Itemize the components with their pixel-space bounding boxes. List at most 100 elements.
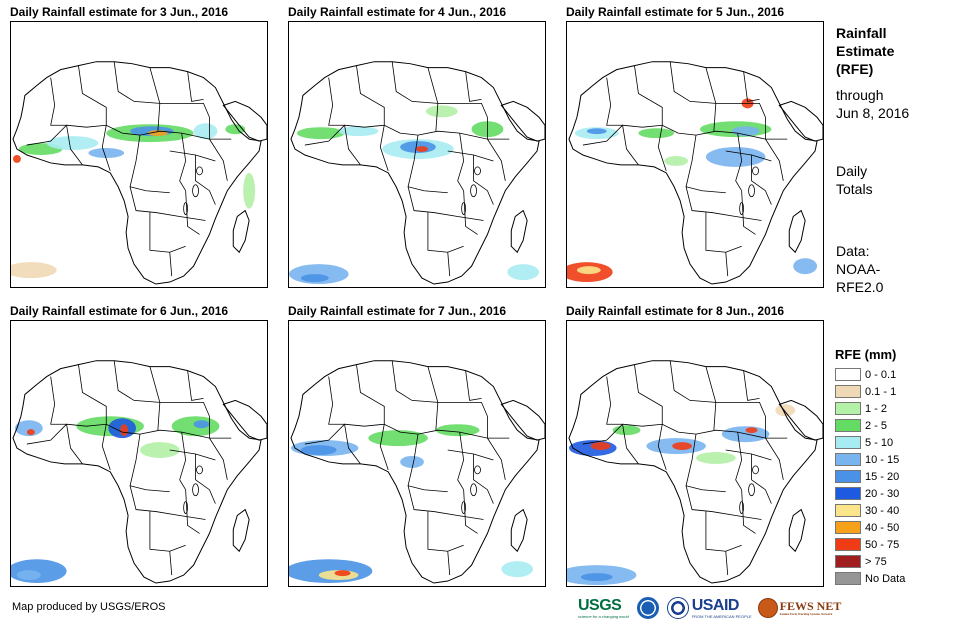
rfe-legend: RFE (mm) 0 - 0.1 0.1 - 1 1 - 2 2 - 5 5 - 10 1… [835,346,960,587]
map-panel-jun-5: Daily Rainfall estimate for 5 Jun., 2016 [566,4,824,288]
country-border [725,449,772,461]
rainfall-map [10,21,268,288]
country-border [465,370,482,401]
legend-swatch [835,487,861,500]
country-border [78,364,107,425]
africa-map [567,360,823,586]
country-border [765,138,784,181]
country-border [582,124,788,146]
country-border [113,61,160,104]
africa-map [567,61,823,285]
country-border [149,212,186,253]
legend-item: 40 - 50 [835,519,960,536]
country-border [685,485,762,520]
rainfall-area [664,155,689,166]
legend-swatch [835,555,861,568]
rainfall-area [12,154,21,163]
country-border [622,125,639,166]
lake-outline [192,184,199,198]
rainfall-area [26,429,35,436]
rainfall-map [566,320,824,587]
country-border [379,125,389,172]
country-border [304,423,510,445]
rainfall-area [14,420,43,437]
legend-swatch [835,538,861,551]
country-border [149,67,161,132]
country-border [66,125,83,166]
legend-swatch [835,453,861,466]
coastline [500,399,545,441]
coastline [222,100,267,142]
legend-label: 0.1 - 1 [865,385,897,398]
rainfall-area [193,420,210,429]
country-border [159,102,210,140]
country-border [50,376,67,425]
country-border [685,135,726,194]
africa-map [289,360,545,584]
country-border [447,150,494,162]
country-border [26,423,232,445]
country-border [487,138,506,181]
legend-item: 2 - 5 [835,417,960,434]
map-panel-jun-4: Daily Rainfall estimate for 4 Jun., 2016 [288,4,546,288]
rainfall-field [11,416,220,584]
rainfall-map [10,320,268,587]
lake-outline [752,166,759,176]
lake-outline [192,483,199,497]
africa-map [11,61,267,285]
legend-item: 0.1 - 1 [835,383,960,400]
country-border [209,138,228,181]
country-border [427,511,464,552]
country-border [78,65,107,126]
rainfall-field [289,424,534,584]
rainfall-area [193,123,218,140]
coastline [510,209,528,254]
country-border [195,154,216,205]
lake-outline [183,501,189,514]
country-border [427,212,464,253]
country-border [457,432,465,490]
rainfall-area [88,148,125,158]
noaa-logo-icon [636,597,659,619]
panel-title: Daily Rainfall estimate for 6 Jun., 2016 [10,304,229,318]
country-border [195,453,216,504]
rainfall-area [435,424,480,437]
country-border [657,125,667,172]
lake-outline [461,501,467,514]
usgs-logo: USGS science for a changing world [578,596,629,619]
rainfall-area [338,126,379,137]
country-border [149,366,161,431]
lake-outline [739,501,745,514]
legend-label: 30 - 40 [865,504,900,517]
product-title: Rainfall Estimate (RFE) [836,25,895,77]
legend-label: 1 - 2 [865,402,888,415]
legend-swatch [835,402,861,415]
country-border [765,437,784,480]
legend-label: 5 - 10 [865,436,894,449]
coastline [788,209,806,254]
country-border [187,71,204,102]
lake-outline [739,202,745,215]
country-border [473,453,494,504]
country-border [328,376,345,425]
panel-title: Daily Rainfall estimate for 5 Jun., 2016 [566,5,785,19]
rainfall-area [775,404,796,417]
country-border [715,102,766,140]
map-panel-jun-3: Daily Rainfall estimate for 3 Jun., 2016 [10,4,268,288]
coastline [232,508,250,553]
lake-outline [470,483,477,497]
lake-outline [470,184,477,198]
country-border [407,186,484,221]
rainfall-area [416,146,428,153]
rainfall-map [288,320,546,587]
country-border [169,449,216,461]
legend-label: No Data [865,572,906,585]
country-border [582,423,788,445]
legend-item: 5 - 10 [835,434,960,451]
country-border [741,190,756,235]
country-border [129,186,206,221]
legend-title: RFE (mm) [835,347,897,362]
rainfall-area [580,573,613,582]
country-border [169,150,216,162]
country-border [427,366,439,431]
